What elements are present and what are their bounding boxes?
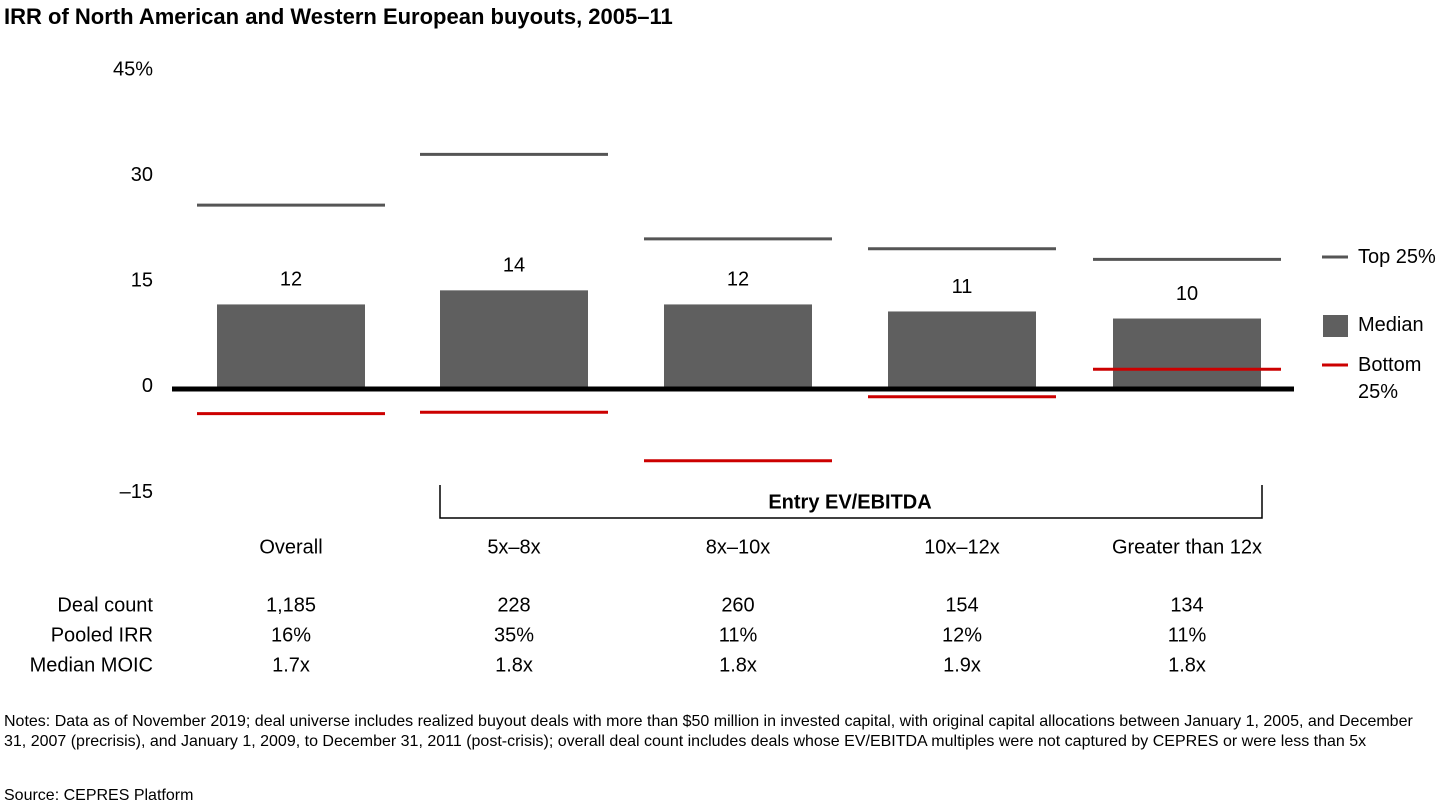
y-tick-label: 30 [131,164,153,186]
table-cell: 11% [1168,624,1207,646]
table-cell: 134 [1170,594,1203,616]
table-row-label: Pooled IRR [51,624,153,646]
legend-swatch [1323,315,1348,337]
notes: Notes: Data as of November 2019; deal un… [4,713,1413,750]
table-cell: 1.8x [495,654,533,676]
x-tick-label: 10x–12x [924,536,1000,558]
source: Source: CEPRES Platform [4,787,194,804]
legend-label: Median [1358,314,1424,336]
table-cell: 16% [271,624,311,646]
legend-label: Bottom 25% [1358,354,1422,403]
legend-label: Top 25% [1358,246,1436,268]
table-cell: 154 [945,594,978,616]
table-cell: 1,185 [266,594,316,616]
table-cell: 1.7x [272,654,310,676]
group-bracket [439,485,1263,519]
y-tick-label: 15 [131,270,153,292]
y-tick-label: 45% [113,58,153,80]
value-label: 12 [280,269,302,291]
table-cell: 12% [942,624,982,646]
table-cell: 1.9x [943,654,981,676]
chart-title: IRR of North American and Western Europe… [4,4,673,29]
value-label: 14 [503,255,525,277]
table-cell: 260 [721,594,754,616]
x-tick-label: Overall [259,536,322,558]
group-label: Entry EV/EBITDA [768,491,931,513]
y-tick-label: –15 [120,481,153,503]
bar [664,304,812,389]
x-tick-label: 8x–10x [706,536,771,558]
value-label: 11 [952,276,973,298]
table-cell: 35% [494,624,534,646]
table-cell: 11% [719,624,758,646]
bar [217,304,365,389]
table-row-label: Median MOIC [30,654,153,676]
bar [440,290,588,389]
bar [1113,318,1261,389]
y-tick-label: 0 [142,375,153,397]
x-tick-label: Greater than 12x [1112,536,1262,558]
table-cell: 1.8x [719,654,757,676]
table-row-label: Deal count [57,594,153,616]
value-label: 10 [1176,283,1198,305]
value-label: 12 [727,269,749,291]
bar [888,311,1036,389]
table-cell: 228 [497,594,530,616]
x-tick-label: 5x–8x [487,536,540,558]
table-cell: 1.8x [1168,654,1206,676]
